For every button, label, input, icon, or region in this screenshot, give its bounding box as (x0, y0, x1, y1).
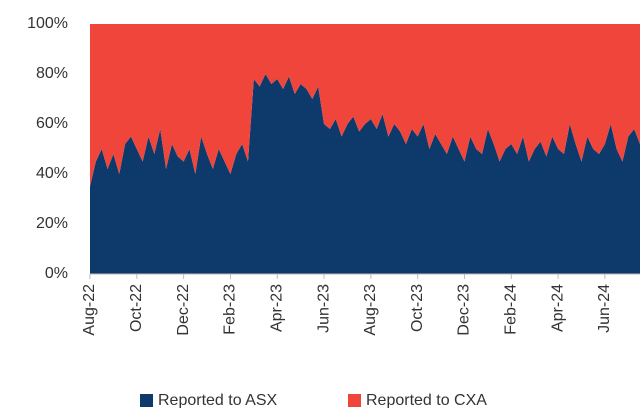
x-tick-label: Apr-23 (268, 284, 285, 332)
x-tick-label: Aug-22 (81, 284, 98, 336)
y-tick-label: 0% (45, 265, 68, 282)
x-tick-label: Oct-22 (128, 284, 145, 332)
y-tick-label: 20% (36, 215, 68, 232)
y-tick-label: 40% (36, 165, 68, 182)
y-tick-label: 60% (36, 115, 68, 132)
legend-label: Reported to CXA (366, 392, 487, 408)
x-tick-label: Apr-24 (549, 284, 566, 332)
x-tick-label: Dec-22 (175, 284, 192, 336)
x-tick-label: Feb-23 (222, 284, 239, 335)
area (90, 24, 640, 187)
x-tick-label: Dec-23 (456, 284, 473, 336)
x-tick-label: Aug-23 (362, 284, 379, 336)
legend-swatch (348, 394, 361, 407)
legend-label: Reported to ASX (158, 392, 278, 408)
x-tick-label: Feb-24 (502, 284, 519, 335)
legend-swatch (140, 394, 153, 407)
x-tick-label: Jun-23 (315, 284, 332, 333)
y-tick-label: 100% (27, 15, 68, 32)
y-tick-label: 80% (36, 65, 68, 82)
area (90, 74, 640, 274)
x-tick-label: Jun-24 (596, 284, 613, 333)
x-tick-label: Oct-23 (409, 284, 426, 332)
